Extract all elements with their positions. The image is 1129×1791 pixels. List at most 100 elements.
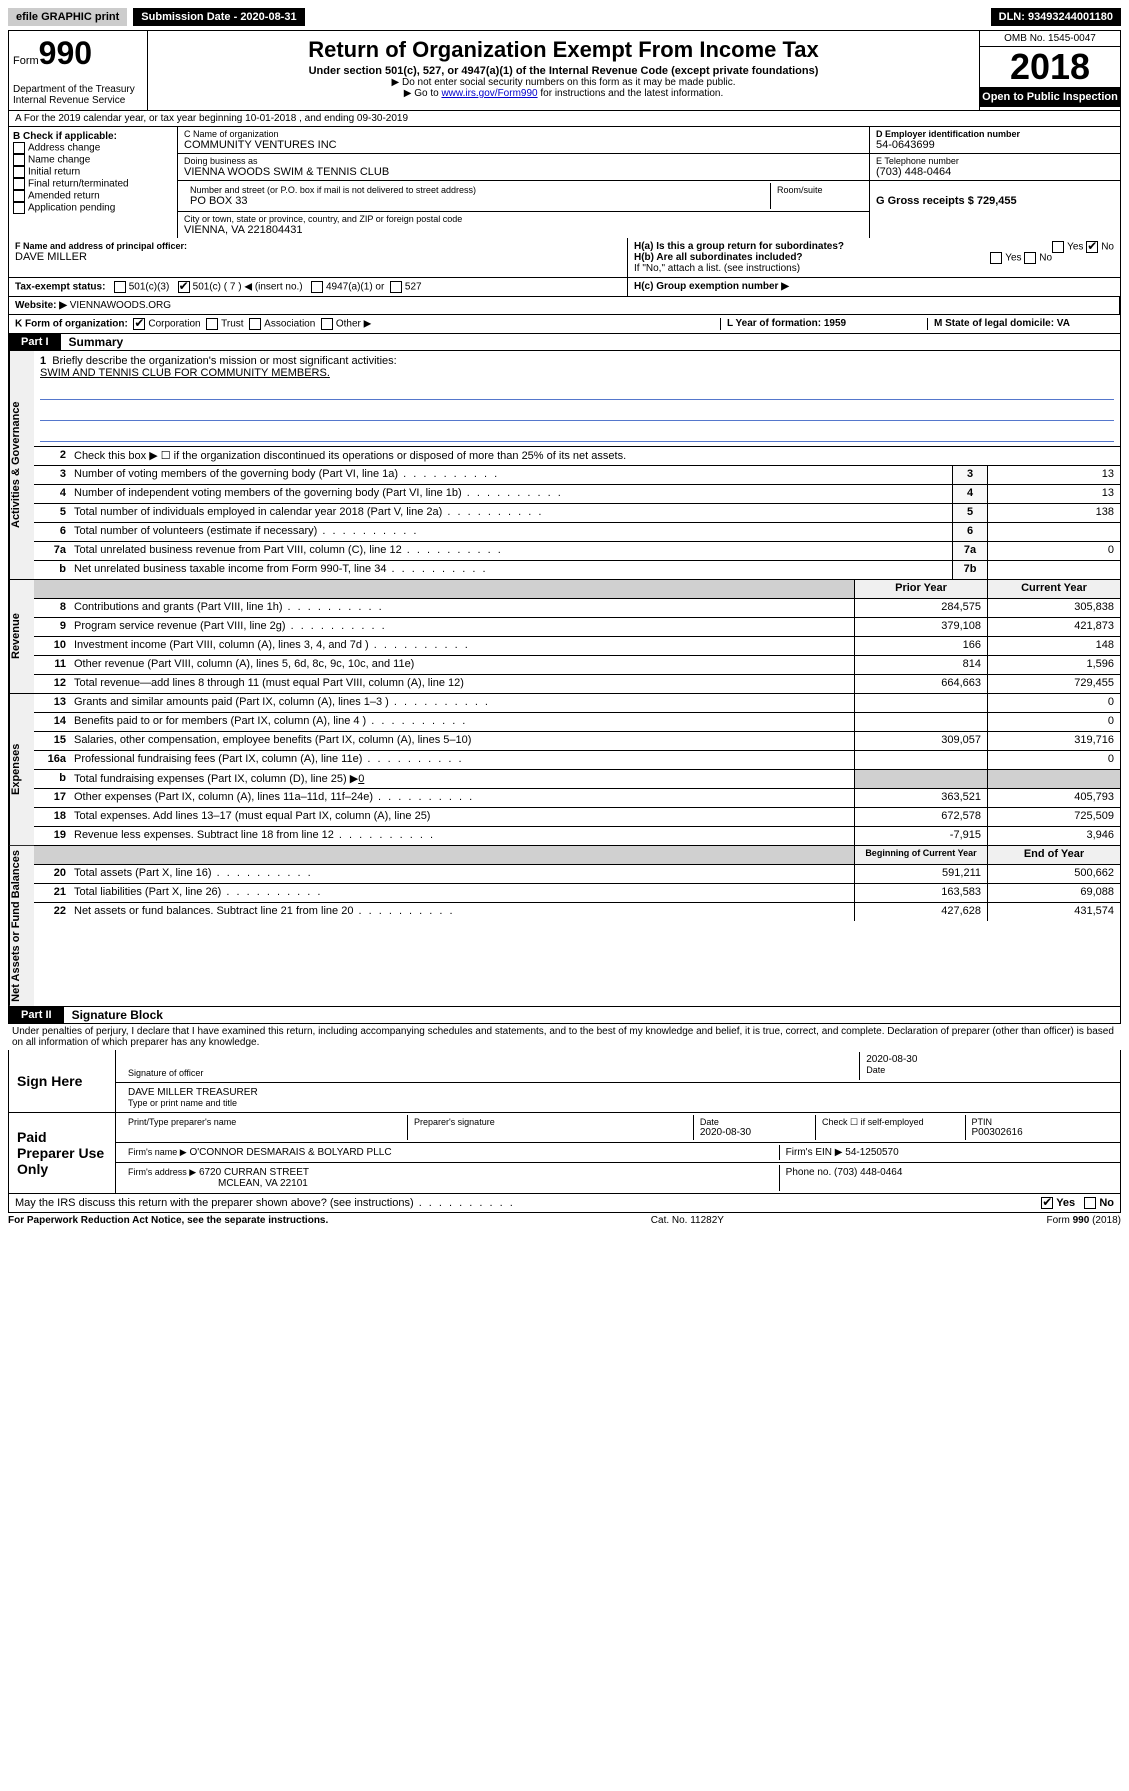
line-3: Number of voting members of the governin… bbox=[70, 466, 952, 484]
val-22c: 431,574 bbox=[987, 903, 1120, 921]
label-d-ein: D Employer identification number bbox=[876, 129, 1020, 139]
val-11c: 1,596 bbox=[987, 656, 1120, 674]
checkbox-ha-yes[interactable] bbox=[1052, 241, 1064, 253]
line-16b: Total fundraising expenses (Part IX, col… bbox=[70, 770, 854, 788]
checkbox-hb-no[interactable] bbox=[1024, 252, 1036, 264]
col-b-checkboxes: B Check if applicable: Address change Na… bbox=[9, 127, 178, 238]
line-5: Total number of individuals employed in … bbox=[70, 504, 952, 522]
prep-date: 2020-08-30 bbox=[700, 1127, 809, 1138]
val-8p: 284,575 bbox=[854, 599, 987, 617]
line-7b: Net unrelated business taxable income fr… bbox=[70, 561, 952, 579]
header-end-year: End of Year bbox=[987, 846, 1120, 864]
checkbox-discuss-no[interactable] bbox=[1084, 1197, 1096, 1209]
val-14c: 0 bbox=[987, 713, 1120, 731]
instructions-link[interactable]: www.irs.gov/Form990 bbox=[441, 88, 537, 99]
dln-badge: DLN: 93493244001180 bbox=[991, 8, 1121, 26]
website: VIENNAWOODS.ORG bbox=[70, 300, 171, 311]
line-12: Total revenue—add lines 8 through 11 (mu… bbox=[70, 675, 854, 693]
phone: (703) 448-0464 bbox=[876, 166, 1114, 178]
line-4: Number of independent voting members of … bbox=[70, 485, 952, 503]
prep-name-label: Print/Type preparer's name bbox=[128, 1117, 401, 1127]
firm-addr-2: MCLEAN, VA 22101 bbox=[128, 1178, 773, 1189]
line-7a: Total unrelated business revenue from Pa… bbox=[70, 542, 952, 560]
omb-number: OMB No. 1545-0047 bbox=[980, 31, 1120, 47]
checkbox-other[interactable] bbox=[321, 318, 333, 330]
line-8: Contributions and grants (Part VIII, lin… bbox=[70, 599, 854, 617]
org-name: COMMUNITY VENTURES INC bbox=[184, 139, 863, 151]
val-15c: 319,716 bbox=[987, 732, 1120, 750]
note-ssn: ▶ Do not enter social security numbers o… bbox=[156, 77, 971, 88]
line-19: Revenue less expenses. Subtract line 18 … bbox=[70, 827, 854, 845]
checkbox-application-pending[interactable] bbox=[13, 202, 25, 214]
m-state-domicile: M State of legal domicile: VA bbox=[927, 318, 1114, 330]
ein: 54-0643699 bbox=[876, 139, 1114, 151]
checkbox-address-change[interactable] bbox=[13, 142, 25, 154]
checkbox-corporation[interactable] bbox=[133, 318, 145, 330]
checkbox-ha-no[interactable] bbox=[1086, 241, 1098, 253]
checkbox-amended[interactable] bbox=[13, 190, 25, 202]
part-1-expenses: Expenses 13Grants and similar amounts pa… bbox=[8, 694, 1121, 846]
val-10c: 148 bbox=[987, 637, 1120, 655]
val-5: 138 bbox=[987, 504, 1120, 522]
val-13c: 0 bbox=[987, 694, 1120, 712]
checkbox-final-return[interactable] bbox=[13, 178, 25, 190]
val-22p: 427,628 bbox=[854, 903, 987, 921]
checkbox-discuss-yes[interactable] bbox=[1041, 1197, 1053, 1209]
val-19p: -7,915 bbox=[854, 827, 987, 845]
label-f-officer: F Name and address of principal officer: bbox=[15, 241, 187, 251]
submission-date-badge: Submission Date - 2020-08-31 bbox=[133, 8, 304, 26]
note-link: ▶ Go to www.irs.gov/Form990 for instruct… bbox=[156, 88, 971, 99]
val-7b bbox=[987, 561, 1120, 579]
firm-phone: Phone no. (703) 448-0464 bbox=[786, 1167, 903, 1178]
checkbox-name-change[interactable] bbox=[13, 154, 25, 166]
line-20: Total assets (Part X, line 16) bbox=[70, 865, 854, 883]
ptin: P00302616 bbox=[972, 1127, 1108, 1138]
val-8c: 305,838 bbox=[987, 599, 1120, 617]
line-9: Program service revenue (Part VIII, line… bbox=[70, 618, 854, 636]
line-15: Salaries, other compensation, employee b… bbox=[70, 732, 854, 750]
line-21: Total liabilities (Part X, line 26) bbox=[70, 884, 854, 902]
department-label: Department of the Treasury Internal Reve… bbox=[13, 84, 143, 106]
header-beginning-year: Beginning of Current Year bbox=[854, 846, 987, 864]
label-j-website: Website: ▶ bbox=[15, 300, 67, 311]
part-1-revenue: Revenue Prior YearCurrent Year 8Contribu… bbox=[8, 580, 1121, 694]
checkbox-501c3[interactable] bbox=[114, 281, 126, 293]
top-bar: efile GRAPHIC print Submission Date - 20… bbox=[8, 8, 1121, 26]
efile-button[interactable]: efile GRAPHIC print bbox=[8, 8, 127, 26]
val-12p: 664,663 bbox=[854, 675, 987, 693]
val-13p bbox=[854, 694, 987, 712]
city-state-zip: VIENNA, VA 221804431 bbox=[184, 224, 863, 236]
label-room: Room/suite bbox=[777, 185, 857, 195]
cat-number: Cat. No. 11282Y bbox=[651, 1215, 724, 1226]
val-6 bbox=[987, 523, 1120, 541]
perjury-statement: Under penalties of perjury, I declare th… bbox=[8, 1024, 1121, 1050]
val-16ac: 0 bbox=[987, 751, 1120, 769]
main-title: Return of Organization Exempt From Incom… bbox=[156, 37, 971, 63]
val-17p: 363,521 bbox=[854, 789, 987, 807]
checkbox-501c[interactable] bbox=[178, 281, 190, 293]
checkbox-hb-yes[interactable] bbox=[990, 252, 1002, 264]
part-1-header: Part I Summary bbox=[8, 334, 1121, 351]
line-18: Total expenses. Add lines 13–17 (must eq… bbox=[70, 808, 854, 826]
label-address: Number and street (or P.O. box if mail i… bbox=[190, 185, 764, 195]
side-label-revenue: Revenue bbox=[9, 580, 34, 693]
val-15p: 309,057 bbox=[854, 732, 987, 750]
part-2-header: Part II Signature Block bbox=[8, 1007, 1121, 1024]
checkbox-association[interactable] bbox=[249, 318, 261, 330]
label-c-name: C Name of organization bbox=[184, 129, 863, 139]
name-title: DAVE MILLER TREASURER bbox=[128, 1087, 1108, 1098]
principal-officer: DAVE MILLER bbox=[15, 251, 621, 263]
firm-addr-1: 6720 CURRAN STREET bbox=[199, 1167, 309, 1178]
line-22: Net assets or fund balances. Subtract li… bbox=[70, 903, 854, 921]
val-21p: 163,583 bbox=[854, 884, 987, 902]
hb-note: If "No," attach a list. (see instruction… bbox=[634, 263, 1114, 274]
checkbox-initial-return[interactable] bbox=[13, 166, 25, 178]
line-6: Total number of volunteers (estimate if … bbox=[70, 523, 952, 541]
page-footer: For Paperwork Reduction Act Notice, see … bbox=[8, 1213, 1121, 1228]
checkbox-527[interactable] bbox=[390, 281, 402, 293]
header-info-block: A For the 2019 calendar year, or tax yea… bbox=[8, 111, 1121, 315]
checkbox-trust[interactable] bbox=[206, 318, 218, 330]
val-10p: 166 bbox=[854, 637, 987, 655]
checkbox-4947[interactable] bbox=[311, 281, 323, 293]
line-13: Grants and similar amounts paid (Part IX… bbox=[70, 694, 854, 712]
